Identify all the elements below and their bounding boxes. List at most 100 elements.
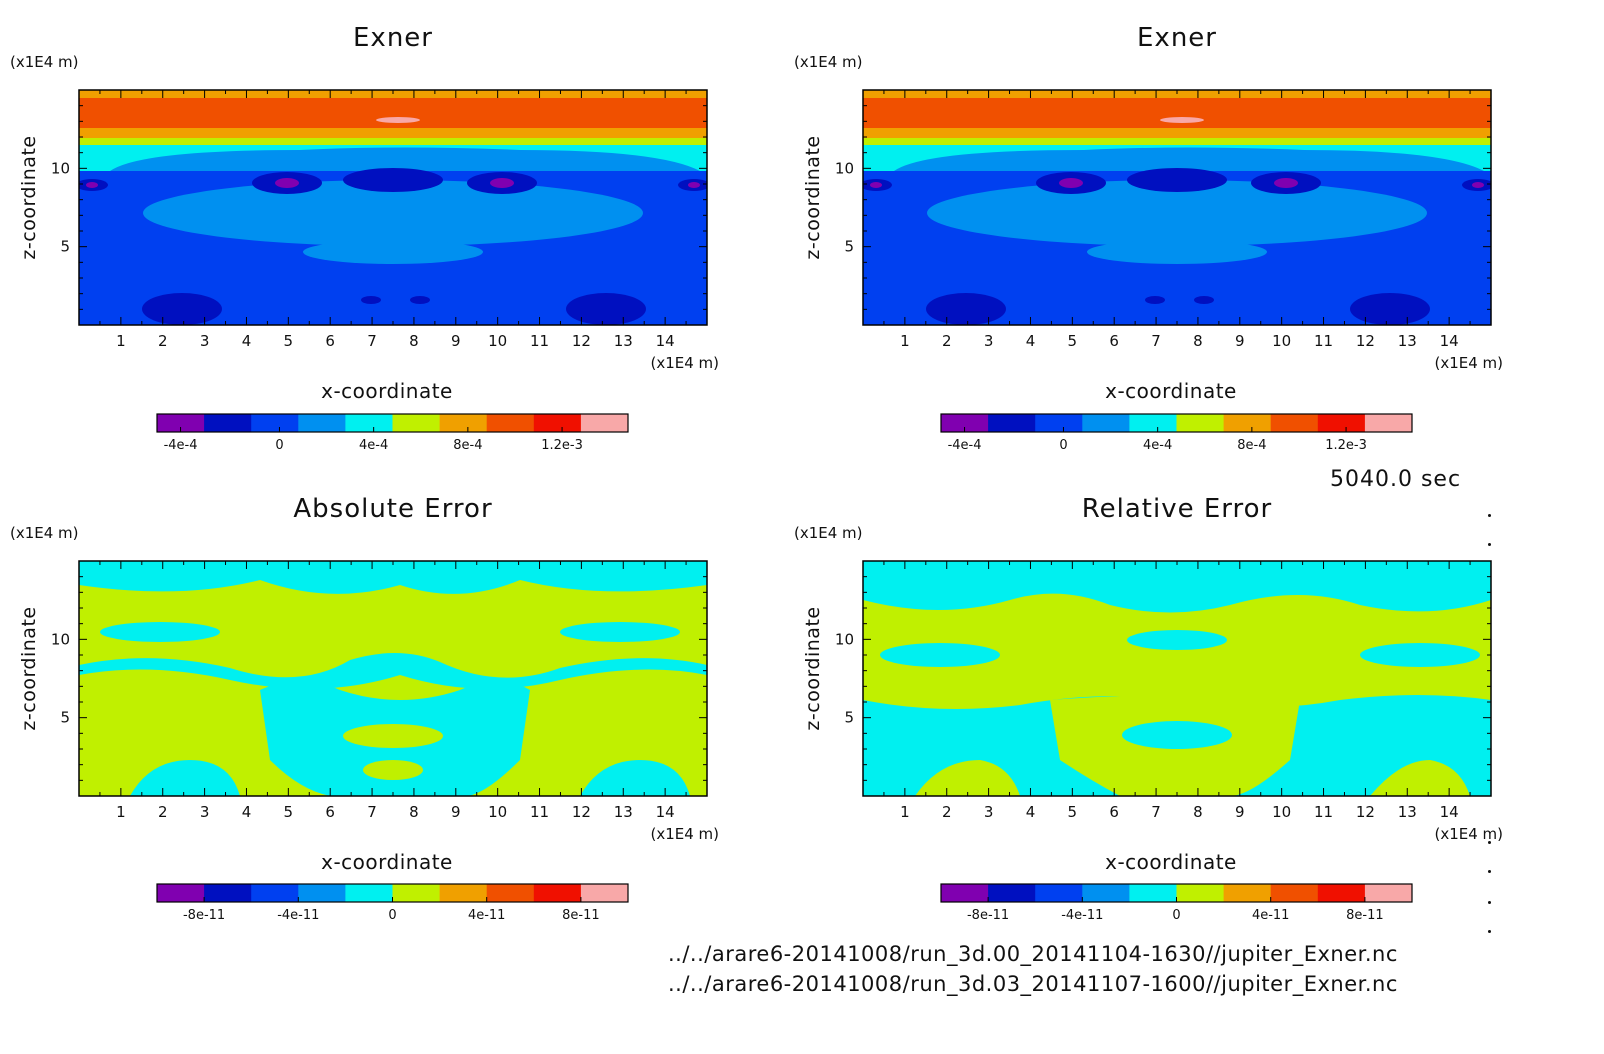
colorbar-swatch [1035,414,1083,432]
marker-dot [1488,543,1491,546]
colorbar-swatch [1129,414,1177,432]
colorbar-swatch [580,414,629,432]
y-unit-label: (x1E4 m) [794,524,863,542]
colorbar-swatch [1082,414,1130,432]
x-tick-label: 8 [1193,332,1203,350]
x-tick-label: 6 [325,803,335,821]
colorbar-tick-label: -4e-11 [1061,908,1103,923]
colorbar-swatch [1317,884,1366,902]
colorbar-swatch [298,414,346,432]
colorbar-frame [156,413,629,433]
x-tick-label: 11 [1314,803,1333,821]
x-tick-label: 12 [1356,332,1375,350]
colorbar-swatch [1223,884,1272,902]
x-tick-label: 13 [614,332,633,350]
colorbar-swatch [345,884,393,902]
colorbar-tick-label: 8e-4 [1237,438,1266,453]
x-tick-label: 7 [1151,803,1161,821]
x-tick-label: 9 [1235,803,1245,821]
x-unit-label: (x1E4 m) [650,354,719,372]
marker-dot [1488,930,1491,933]
y-tick-label: 5 [60,238,70,256]
x-tick-label: 2 [942,332,952,350]
colorbar-tick-label: 0 [275,438,283,453]
x-tick-label: 5 [1068,332,1078,350]
x-tick-label: 8 [409,332,419,350]
x-axis-label: x-coordinate [1105,379,1237,403]
colorbar-swatch [941,414,989,432]
colorbar-tick-label: -8e-11 [967,908,1009,923]
y-tick-label: 5 [844,709,854,727]
colorbar-swatch [1082,884,1130,902]
marker-dot [1488,841,1491,844]
y-axis-label: z-coordinate [18,606,40,730]
marker-dot [1488,901,1491,904]
colorbar-tick-label: -8e-11 [183,908,225,923]
y-unit-label: (x1E4 m) [794,53,863,71]
y-axis-label: z-coordinate [18,135,40,259]
x-tick-label: 6 [325,332,335,350]
colorbar-swatch [1364,884,1413,902]
x-unit-label: (x1E4 m) [650,825,719,843]
x-tick-label: 1 [116,332,126,350]
y-tick-label: 10 [51,630,70,648]
file-path-1: ../../arare6-20141008/run_3d.00_20141104… [668,942,1398,966]
chart-title: Relative Error [1082,494,1273,524]
y-axis-label: z-coordinate [802,135,824,259]
colorbar-tick-label: 1.2e-3 [541,438,583,453]
colorbar-swatch [251,414,299,432]
x-axis-label: x-coordinate [321,379,453,403]
panel-2-field [863,90,1491,325]
colorbar-swatch [1364,414,1413,432]
colorbar-swatch [941,884,989,902]
x-tick-label: 2 [942,803,952,821]
colorbar-swatch [251,884,299,902]
y-tick-label: 10 [835,630,854,648]
x-axis-label: x-coordinate [1105,850,1237,874]
x-unit-label: (x1E4 m) [1434,825,1503,843]
x-tick-label: 7 [367,332,377,350]
y-axis-label: z-coordinate [802,606,824,730]
colorbar-tick-label: 1.2e-3 [1325,438,1367,453]
x-tick-label: 5 [284,803,294,821]
x-tick-label: 9 [451,332,461,350]
x-tick-label: 6 [1109,803,1119,821]
x-tick-label: 5 [1068,803,1078,821]
x-tick-label: 3 [984,803,994,821]
colorbar-tick-label: 8e-11 [1346,908,1384,923]
x-tick-label: 14 [1440,803,1459,821]
chart-title: Exner [353,23,433,53]
colorbar-swatch [1176,414,1225,432]
y-unit-label: (x1E4 m) [10,53,79,71]
x-tick-label: 4 [1026,803,1036,821]
colorbar-swatch [988,414,1036,432]
colorbar-swatch [486,884,535,902]
x-tick-label: 3 [200,332,210,350]
x-tick-label: 1 [900,803,910,821]
x-tick-label: 10 [488,332,507,350]
colorbar-swatch [1129,884,1177,902]
x-tick-label: 11 [530,332,549,350]
x-tick-label: 3 [200,803,210,821]
x-axis-label: x-coordinate [321,850,453,874]
y-tick-label: 10 [51,159,70,177]
colorbar-tick-label: 0 [1172,908,1180,923]
file-path-2: ../../arare6-20141008/run_3d.03_20141107… [668,972,1398,996]
colorbar-swatch [392,414,441,432]
colorbar-swatch [392,884,441,902]
chart-title: Absolute Error [293,494,492,524]
x-tick-label: 6 [1109,332,1119,350]
x-tick-label: 3 [984,332,994,350]
x-tick-label: 11 [1314,332,1333,350]
x-tick-label: 12 [572,332,591,350]
y-tick-label: 5 [844,238,854,256]
colorbar-swatch [533,884,582,902]
x-tick-label: 5 [284,332,294,350]
colorbar-swatch [1223,414,1272,432]
marker-dot [1488,514,1491,517]
x-tick-label: 9 [1235,332,1245,350]
y-unit-label: (x1E4 m) [10,524,79,542]
colorbar-tick-label: -4e-4 [164,438,198,453]
x-tick-label: 14 [656,332,675,350]
